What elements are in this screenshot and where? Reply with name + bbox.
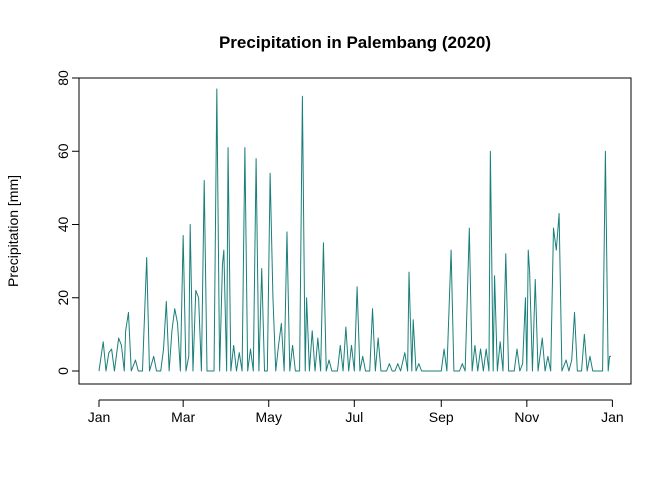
x-tick-label: Jan [601, 409, 624, 425]
x-tick-label: Mar [171, 409, 195, 425]
x-tick-label: Nov [514, 409, 539, 425]
x-tick-label: Sep [429, 409, 454, 425]
x-tick-label: May [256, 409, 282, 425]
chart-title: Precipitation in Palembang (2020) [219, 33, 491, 52]
x-axis: Jan Mar May Jul Sep Nov Jan [88, 399, 624, 425]
y-tick-label: 80 [55, 70, 71, 86]
y-tick-label: 20 [55, 290, 71, 306]
y-tick-label: 60 [55, 143, 71, 159]
y-tick-label: 40 [55, 217, 71, 233]
y-axis-label: Precipitation [mm] [5, 175, 21, 287]
x-tick-label: Jan [88, 409, 111, 425]
series-line [98, 88, 611, 372]
y-tick-label: 0 [55, 367, 71, 375]
y-axis: 0 20 40 60 80 [55, 70, 80, 375]
series-group [98, 88, 611, 372]
x-tick-label: Jul [345, 409, 363, 425]
